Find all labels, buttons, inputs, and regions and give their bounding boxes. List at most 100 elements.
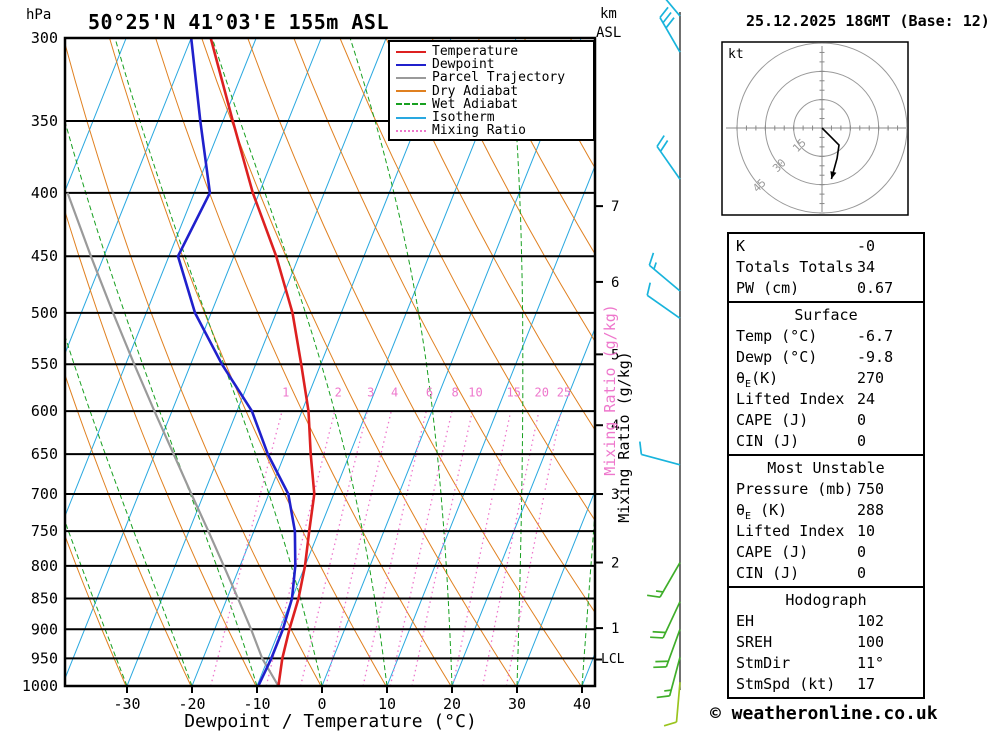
svg-text:3: 3 xyxy=(367,385,374,399)
svg-text:20: 20 xyxy=(443,695,461,713)
table-row: Temp (°C) -6.7 xyxy=(729,326,923,347)
table-row: StmSpd (kt) 17 xyxy=(729,674,923,695)
table-section-header: Hodograph xyxy=(785,591,867,609)
legend-item: Temperature xyxy=(394,44,593,59)
hodograph-trace xyxy=(821,127,840,180)
legend-item-label: Parcel Trajectory xyxy=(432,70,566,86)
legend-item-label: Wet Adiabat xyxy=(432,96,519,112)
legend-line-sample xyxy=(396,116,426,119)
svg-text:6: 6 xyxy=(611,275,619,291)
mixing-ratio-line xyxy=(482,410,540,686)
dry-adiabat-line xyxy=(431,38,595,343)
legend-line-sample xyxy=(396,76,426,79)
table-row-value: 270 xyxy=(857,369,885,387)
isotherm-line xyxy=(321,38,582,686)
svg-text:550: 550 xyxy=(31,355,58,373)
legend-item: Parcel Trajectory xyxy=(394,70,593,86)
svg-text:15: 15 xyxy=(506,385,520,399)
table-section: Surface Temp (°C) -6.7 Dewp (°C) -9.8 θE(K) 27… xyxy=(729,303,923,456)
svg-text:3: 3 xyxy=(611,487,619,503)
isotherm-line xyxy=(516,489,595,686)
table-row: PW (cm) 0.67 xyxy=(729,278,923,299)
lcl-label: LCL xyxy=(601,652,625,667)
table-row: SREH 100 xyxy=(729,632,923,653)
table-row-value: -9.8 xyxy=(857,348,894,366)
legend-line-sample xyxy=(396,90,426,93)
legend-item: Wet Adiabat xyxy=(394,96,593,112)
table-row: CAPE (J) 0 xyxy=(729,410,923,431)
table-row-label: CIN (J) xyxy=(736,432,800,450)
km-scale: 7 6 5 4 3 2 1 xyxy=(595,199,619,661)
legend-item: Isotherm xyxy=(394,110,593,126)
run-datetime-title: 25.12.2025 18GMT (Base: 12) xyxy=(746,12,990,30)
table-row: StmDir 11° xyxy=(729,653,923,674)
table-row-label: SREH xyxy=(736,633,773,651)
table-row-label: PW (cm) xyxy=(736,279,800,297)
table-row-value: -0 xyxy=(857,237,876,255)
table-row-label: Lifted Index xyxy=(736,522,845,540)
svg-text:1000: 1000 xyxy=(22,677,58,695)
mixing-ratio-line xyxy=(452,410,512,686)
isotherm-line xyxy=(65,38,192,355)
legend-line-sample xyxy=(396,103,426,106)
table-row-value: 0 xyxy=(857,543,867,561)
table-row-value: 0 xyxy=(857,432,867,450)
legend-line-sample xyxy=(396,63,426,66)
table-row-value: 102 xyxy=(857,612,885,630)
table-row: θE (K) 288 xyxy=(729,500,923,522)
legend-item: Mixing Ratio xyxy=(394,123,593,139)
table-row-value: 0.67 xyxy=(857,279,894,297)
table-row-label: StmDir xyxy=(736,654,791,672)
table-row-value: 24 xyxy=(857,390,876,408)
table-row-label: Pressure (mb) xyxy=(736,480,854,498)
table-row: CAPE (J) 0 xyxy=(729,542,923,563)
isotherm-line xyxy=(65,38,322,680)
table-row: EH 102 xyxy=(729,611,923,632)
table-row-value: 0 xyxy=(857,564,867,582)
legend-line-sample xyxy=(396,129,426,132)
wind-barbs xyxy=(638,0,681,727)
svg-text:0: 0 xyxy=(317,695,326,713)
table-row-label: Dewp (°C) xyxy=(736,348,818,366)
svg-text:700: 700 xyxy=(31,485,58,503)
legend-item-label: Isotherm xyxy=(432,110,495,126)
mixing-ratio-labels: 1 2 3 4 6 8 10 15 20 25 xyxy=(282,385,571,399)
mixing-ratio-line xyxy=(362,410,427,686)
isotherm-line xyxy=(191,38,452,686)
table-row-value: -6.7 xyxy=(857,327,894,345)
table-row: Dewp (°C) -9.8 xyxy=(729,347,923,368)
table-row-label: θE(K) xyxy=(736,369,779,390)
altitude-unit-km-label: km xyxy=(600,6,617,22)
table-row-value: 17 xyxy=(857,675,876,693)
table-row-value: 100 xyxy=(857,633,885,651)
svg-text:750: 750 xyxy=(31,522,58,540)
isotherm-line xyxy=(65,38,127,193)
table-row-value: 750 xyxy=(857,480,885,498)
x-axis-title: Dewpoint / Temperature (°C) xyxy=(184,711,477,732)
table-row: CIN (J) 0 xyxy=(729,431,923,452)
table-section: Hodograph EH 102 SREH 100 StmDir 11° StmSpd (kt… xyxy=(729,588,923,697)
legend-item: Dewpoint xyxy=(394,57,593,73)
isotherm-line xyxy=(256,38,517,686)
svg-text:2: 2 xyxy=(611,556,619,572)
altitude-unit-asl-label: ASL xyxy=(596,25,622,41)
svg-text:1: 1 xyxy=(611,621,619,637)
table-row-label: Totals Totals xyxy=(736,258,854,276)
table-row-value: 10 xyxy=(857,522,876,540)
svg-text:400: 400 xyxy=(31,184,58,202)
svg-text:30: 30 xyxy=(508,695,526,713)
legend-item-label: Mixing Ratio xyxy=(432,123,526,139)
dry-adiabat-line xyxy=(109,38,387,686)
svg-text:25: 25 xyxy=(557,385,571,399)
wet-adiabat-line xyxy=(65,119,258,686)
table-row: Lifted Index 24 xyxy=(729,389,923,410)
table-row: K -0 xyxy=(729,236,923,257)
table-row-label: Temp (°C) xyxy=(736,327,818,345)
table-row-label: StmSpd (kt) xyxy=(736,675,836,693)
mixing-ratio-axis-label: Mixing Ratio (g/kg) xyxy=(615,351,633,523)
table-row-value: 0 xyxy=(857,411,867,429)
isotherm-line xyxy=(386,164,595,686)
svg-text:5: 5 xyxy=(611,347,619,363)
legend-item-label: Dewpoint xyxy=(432,57,495,73)
dry-adiabat-line xyxy=(65,534,127,686)
